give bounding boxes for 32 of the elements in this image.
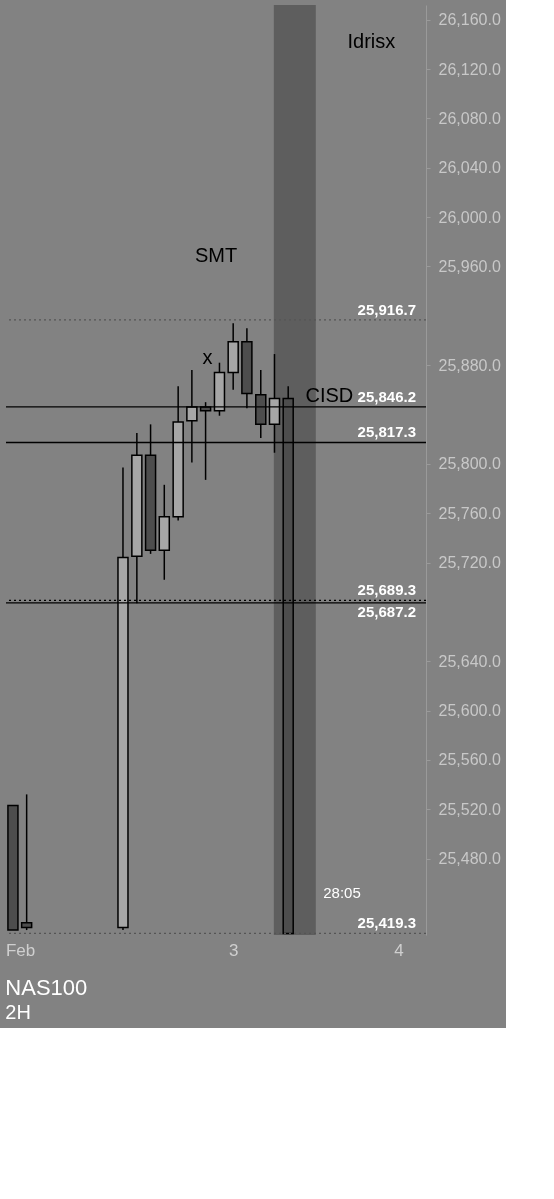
y-tick-label: 25,720.0 [438,554,501,572]
ref-line-label: 25,916.7 [357,300,416,318]
y-tick-label: 26,120.0 [438,60,501,78]
y-tick-label: 25,960.0 [438,257,501,275]
ref-line-label: 25,846.2 [357,387,416,405]
y-tick-label: 25,800.0 [438,455,501,473]
y-tick-label: 25,520.0 [438,800,501,818]
annotation: 28:05 [323,884,361,902]
y-tick-label: 25,480.0 [438,850,501,868]
y-tick-label: 25,880.0 [438,356,501,374]
y-tick-label: 25,760.0 [438,504,501,522]
annotation: x [202,346,213,369]
annotation: CISD [305,383,354,406]
y-tick-label: 25,560.0 [438,751,501,769]
ref-line-label: 25,687.2 [357,602,416,620]
ref-line-label: 25,419.3 [357,914,416,932]
text: NAS100 [5,975,88,1000]
y-tick-label: 26,040.0 [438,159,501,177]
ref-line-label: 25,817.3 [357,423,416,441]
annotation: Idrisx [347,30,396,53]
annotation: SMT [194,244,238,267]
candlestick [20,793,33,931]
x-tick-label: 4 [394,940,404,960]
text: 2H [5,1001,31,1023]
y-tick-label: 25,600.0 [438,702,501,720]
y-tick-label: 25,640.0 [438,652,501,670]
y-tick-label: 26,160.0 [438,11,501,29]
y-tick-label: 26,080.0 [438,109,501,127]
x-tick-label: Feb [5,940,36,960]
x-tick-label: 3 [228,940,239,960]
ref-line-label: 25,689.3 [357,581,416,599]
y-tick-label: 26,000.0 [438,208,501,226]
